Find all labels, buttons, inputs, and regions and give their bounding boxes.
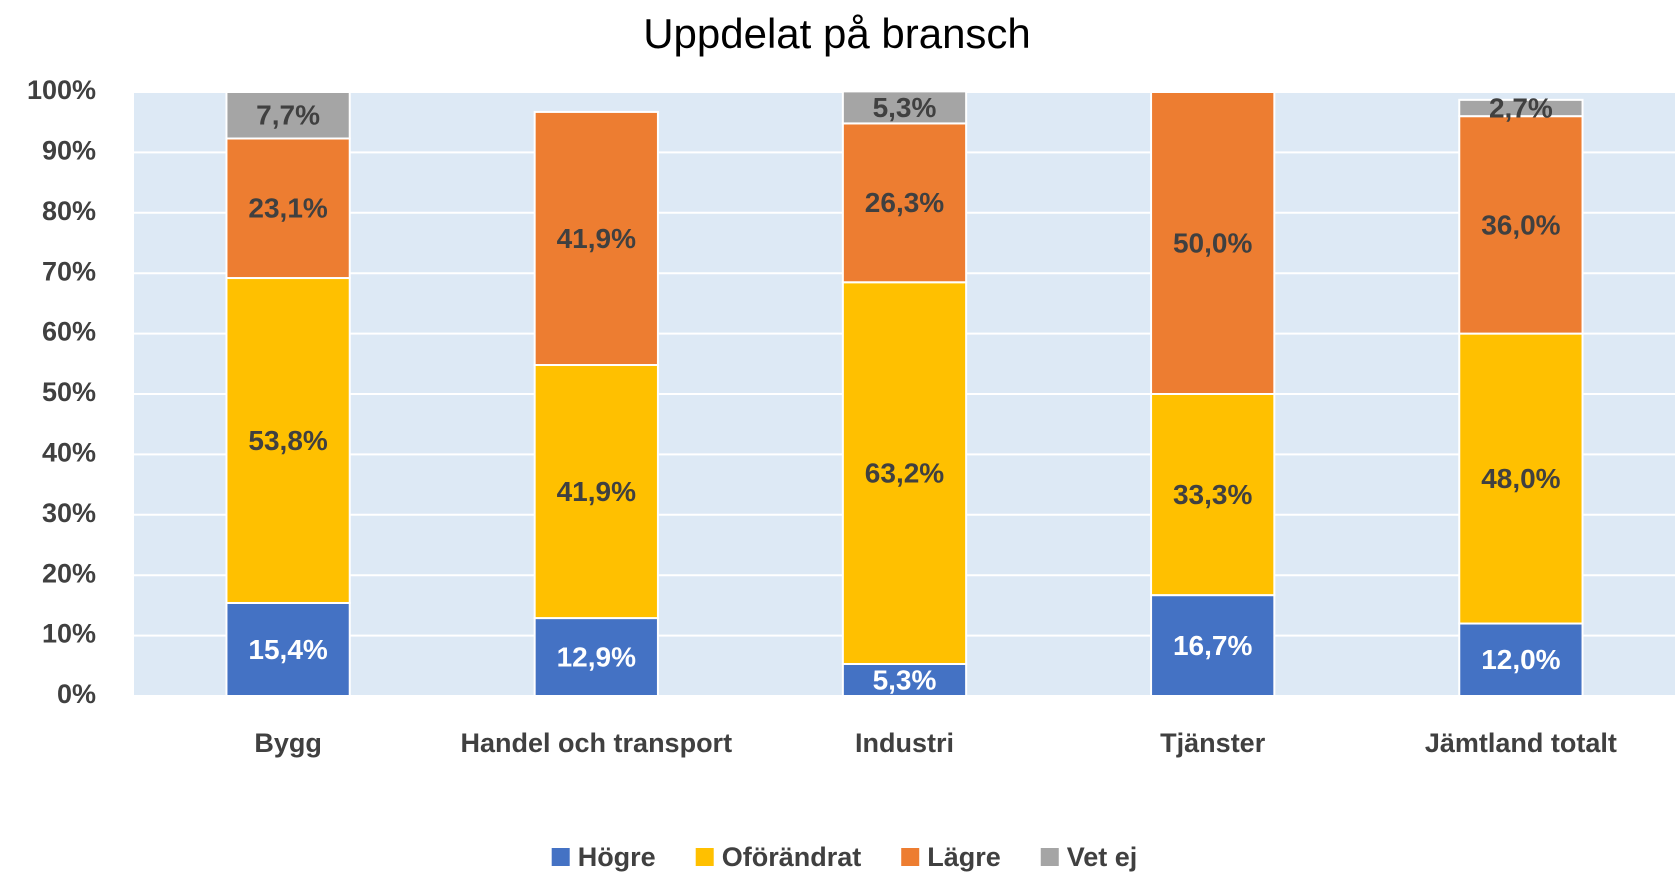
- data-label: 23,1%: [248, 193, 327, 224]
- bar-segment: [1458, 115, 1584, 335]
- bar-segment: [533, 364, 659, 620]
- x-tick-label: Handel och transport: [461, 728, 733, 758]
- data-label: 50,0%: [1173, 227, 1252, 258]
- x-tick-label: Tjänster: [1160, 728, 1266, 758]
- y-tick-label: 0%: [57, 679, 96, 709]
- y-tick-label: 30%: [42, 498, 96, 528]
- y-tick-label: 60%: [42, 317, 96, 347]
- data-label: 26,3%: [865, 187, 944, 218]
- bar-segment: [1150, 91, 1276, 395]
- data-label: 53,8%: [248, 425, 327, 456]
- data-label: 36,0%: [1481, 209, 1560, 240]
- legend-swatch: [901, 848, 920, 866]
- data-label: 5,3%: [873, 664, 937, 695]
- y-tick-label: 70%: [42, 256, 96, 286]
- legend-label: Oförändrat: [722, 842, 862, 872]
- y-tick-label: 90%: [42, 136, 96, 166]
- legend-label: Vet ej: [1067, 842, 1138, 872]
- bar-segment: [1150, 393, 1276, 597]
- bar-segment: [841, 90, 968, 125]
- x-tick-label: Industri: [855, 728, 954, 758]
- bar-segment: [1150, 594, 1276, 698]
- data-label: 15,4%: [248, 634, 327, 665]
- legend-label: Lägre: [927, 842, 1001, 872]
- bar-segment: [225, 601, 351, 698]
- bar-segment: [225, 277, 351, 604]
- data-label: 12,0%: [1481, 644, 1560, 675]
- legend-swatch: [551, 848, 570, 866]
- data-label: 33,3%: [1173, 479, 1252, 510]
- bar-segment: [1458, 332, 1584, 625]
- data-label: 5,3%: [873, 92, 937, 123]
- bar-segment: [841, 122, 968, 284]
- data-label: 48,0%: [1481, 463, 1560, 494]
- bar-segment: [225, 91, 351, 140]
- bar-segment: [1458, 622, 1584, 698]
- legend-swatch: [1040, 848, 1059, 866]
- data-label: 12,9%: [557, 641, 636, 672]
- y-tick-label: 40%: [42, 438, 96, 468]
- legend-label: Högre: [578, 842, 656, 872]
- data-label: 41,9%: [557, 223, 636, 254]
- x-tick-label: Bygg: [254, 728, 322, 758]
- y-tick-label: 100%: [27, 75, 96, 105]
- bar-segment: [841, 662, 968, 697]
- data-label: 63,2%: [865, 458, 944, 489]
- chart-title: Uppdelat på bransch: [643, 10, 1031, 57]
- bar-segment: [1458, 98, 1584, 118]
- data-label: 2,7%: [1489, 92, 1553, 123]
- bar-segment: [841, 281, 968, 665]
- data-label: 7,7%: [256, 100, 320, 131]
- legend-swatch: [695, 848, 714, 866]
- y-tick-label: 20%: [42, 558, 96, 588]
- y-tick-label: 80%: [42, 196, 96, 226]
- x-tick-label: Jämtland totalt: [1425, 728, 1617, 758]
- data-label: 41,9%: [557, 476, 636, 507]
- y-tick-label: 10%: [42, 619, 96, 649]
- y-tick-label: 50%: [42, 377, 96, 407]
- legend: Högre Oförändrat Lägre Vet ej: [551, 842, 1138, 872]
- bar-segment: [533, 617, 659, 697]
- bar-segment: [533, 110, 659, 367]
- bar-segment: [225, 137, 351, 280]
- data-label: 16,7%: [1173, 630, 1252, 661]
